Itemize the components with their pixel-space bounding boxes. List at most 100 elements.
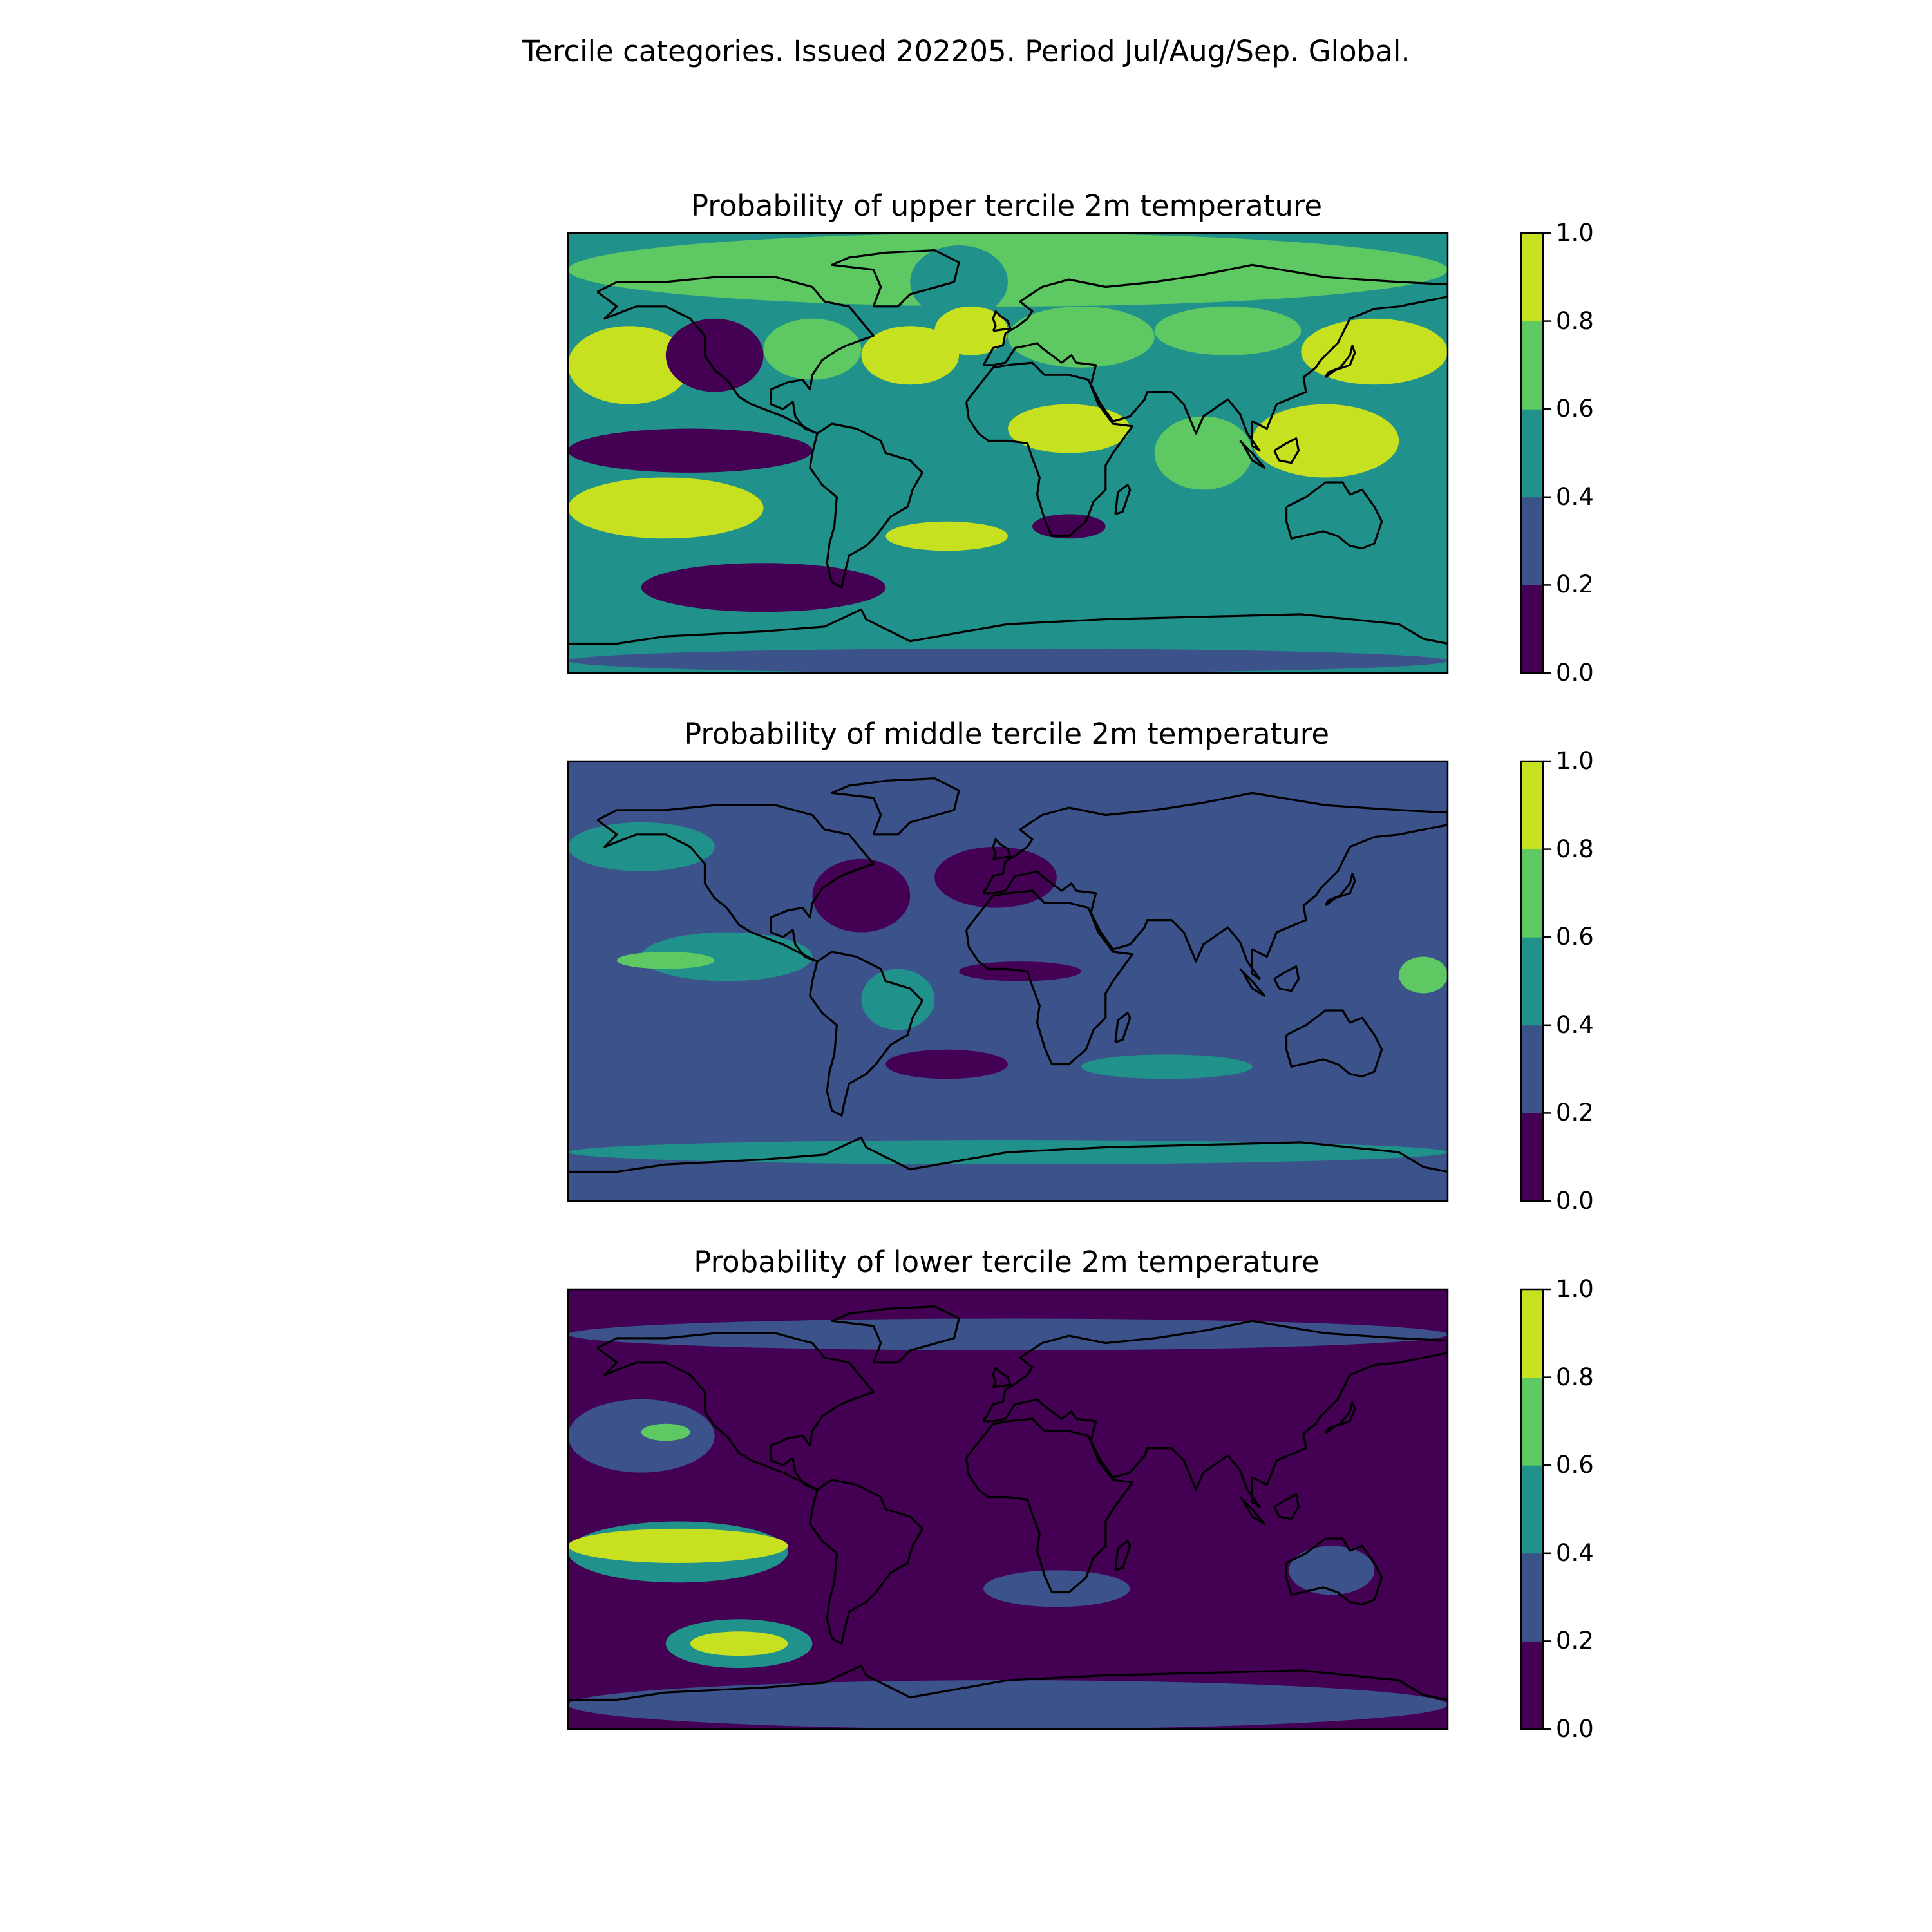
panel-title-middle: Probability of middle tercile 2m tempera… (683, 717, 1330, 751)
map-frame-lower (567, 1288, 1449, 1730)
coastline-middle-7 (568, 1136, 1448, 1173)
colorbar-tick-label-upper-2: 0.4 (1556, 482, 1594, 511)
colorbar-tick-label-middle-4: 0.8 (1556, 835, 1594, 863)
colorbar-segment-middle-4 (1521, 849, 1543, 938)
map-lower (567, 1288, 1449, 1730)
probability-region-lower-7 (690, 1631, 788, 1656)
probability-region-upper-5 (763, 318, 862, 380)
probability-region-lower-5 (568, 1528, 788, 1563)
probability-region-upper-12 (1008, 404, 1130, 453)
probability-region-lower-3 (641, 1423, 690, 1441)
colorbar-tick-label-middle-0: 0.0 (1556, 1187, 1594, 1215)
panel-title-lower: Probability of lower tercile 2m temperat… (694, 1245, 1320, 1279)
colorbar-outline-lower (1520, 1288, 1544, 1730)
coastline-middle-5 (1285, 1009, 1383, 1078)
coastline-lower-12 (1114, 1540, 1132, 1571)
probability-region-lower-9 (983, 1570, 1130, 1607)
coastline-middle-2 (809, 951, 923, 1117)
probability-region-upper-18 (861, 600, 1302, 649)
coastline-lower-11 (1273, 1493, 1300, 1520)
panel-title-upper: Probability of upper tercile 2m temperat… (690, 189, 1323, 223)
map-background-middle (568, 761, 1448, 1201)
colorbar-segment-middle-5 (1521, 761, 1543, 850)
colorbar-segment-lower-4 (1521, 1377, 1543, 1466)
coastline-middle-6 (831, 777, 960, 836)
map-frame-upper (567, 232, 1449, 674)
probability-region-upper-13 (1154, 416, 1253, 490)
coastline-upper-7 (568, 608, 1448, 645)
probability-region-upper-17 (641, 563, 886, 612)
probability-region-upper-11 (1252, 404, 1399, 478)
probability-region-middle-11 (1081, 1054, 1253, 1079)
coastline-upper-1 (596, 276, 875, 435)
coastline-lower-8 (1324, 1400, 1356, 1435)
coastline-lower-5 (1285, 1537, 1383, 1606)
colorbar-segment-lower-2 (1521, 1553, 1543, 1642)
coastline-lower-7 (568, 1664, 1448, 1701)
colorbar-tick-label-upper-4: 0.8 (1556, 307, 1594, 335)
probability-region-upper-1 (568, 233, 1448, 307)
probability-region-middle-2 (812, 858, 911, 933)
coastlines-middle (568, 777, 1448, 1173)
colorbar-tick-label-lower-3: 0.6 (1556, 1451, 1594, 1479)
coastline-upper-4 (965, 361, 1134, 538)
probability-field-lower (568, 1318, 1448, 1729)
coastline-lower-3 (982, 1320, 1448, 1508)
probability-region-lower-2 (568, 1399, 715, 1473)
colorbar-tick-label-middle-2: 0.4 (1556, 1010, 1594, 1039)
coastlines-upper (568, 249, 1448, 645)
coastline-upper-8 (1324, 344, 1356, 379)
colorbar-segment-lower-3 (1521, 1465, 1543, 1554)
probability-region-upper-7 (934, 306, 1009, 355)
coastline-upper-12 (1114, 484, 1132, 515)
colorbar-tick-label-upper-1: 0.2 (1556, 571, 1594, 599)
coastline-middle-11 (1273, 965, 1300, 992)
colorbar-segment-middle-2 (1521, 1025, 1543, 1113)
probability-region-middle-5 (616, 951, 715, 969)
probability-field-upper (568, 233, 1448, 673)
coastline-lower-6 (831, 1305, 960, 1364)
colorbar-segment-upper-1 (1521, 585, 1543, 674)
probability-region-middle-6 (861, 969, 935, 1030)
coastline-middle-8 (1324, 872, 1356, 907)
coastline-middle-1 (596, 804, 875, 963)
coastline-middle-10 (1239, 968, 1265, 997)
probability-region-upper-16 (886, 521, 1008, 551)
probability-region-upper-9 (1154, 306, 1302, 355)
colorbar-middle (1520, 760, 1551, 1202)
colorbar-segment-middle-1 (1521, 1113, 1543, 1202)
probability-region-middle-9 (1399, 956, 1448, 994)
coastline-upper-2 (809, 422, 923, 589)
coastline-middle-12 (1114, 1012, 1132, 1043)
coastlines-lower (568, 1305, 1448, 1701)
coastline-lower-10 (1239, 1496, 1265, 1525)
coastline-upper-3 (982, 263, 1448, 452)
colorbar-upper (1520, 232, 1551, 674)
colorbar-tick-label-lower-2: 0.4 (1556, 1539, 1594, 1567)
colorbar-segment-lower-1 (1521, 1641, 1543, 1730)
colorbar-segment-upper-2 (1521, 497, 1543, 585)
map-middle (567, 760, 1449, 1202)
probability-region-middle-4 (641, 932, 813, 981)
colorbar-tick-label-lower-1: 0.2 (1556, 1627, 1594, 1655)
probability-region-lower-10 (568, 1680, 1448, 1729)
colorbar-tick-label-upper-0: 0.0 (1556, 659, 1594, 687)
coastline-upper-5 (1285, 481, 1383, 550)
colorbar-tick-label-middle-1: 0.2 (1556, 1099, 1594, 1127)
colorbar-tick-label-upper-5: 1.0 (1556, 219, 1594, 247)
colorbar-tick-label-middle-5: 1.0 (1556, 747, 1594, 775)
probability-region-middle-3 (934, 846, 1057, 908)
colorbar-tick-label-upper-3: 0.6 (1556, 395, 1594, 423)
coastline-upper-10 (1239, 440, 1265, 469)
colorbar-segment-upper-4 (1521, 321, 1543, 410)
coastline-upper-6 (831, 249, 960, 308)
probability-region-lower-8 (1289, 1546, 1375, 1595)
coastline-lower-9 (992, 1366, 1012, 1388)
map-upper (567, 232, 1449, 674)
probability-region-upper-14 (568, 428, 813, 473)
colorbar-outline-middle (1520, 760, 1544, 1202)
colorbar-outline-upper (1520, 232, 1544, 674)
colorbar-lower (1520, 1288, 1551, 1730)
probability-region-middle-7 (886, 1049, 1008, 1079)
